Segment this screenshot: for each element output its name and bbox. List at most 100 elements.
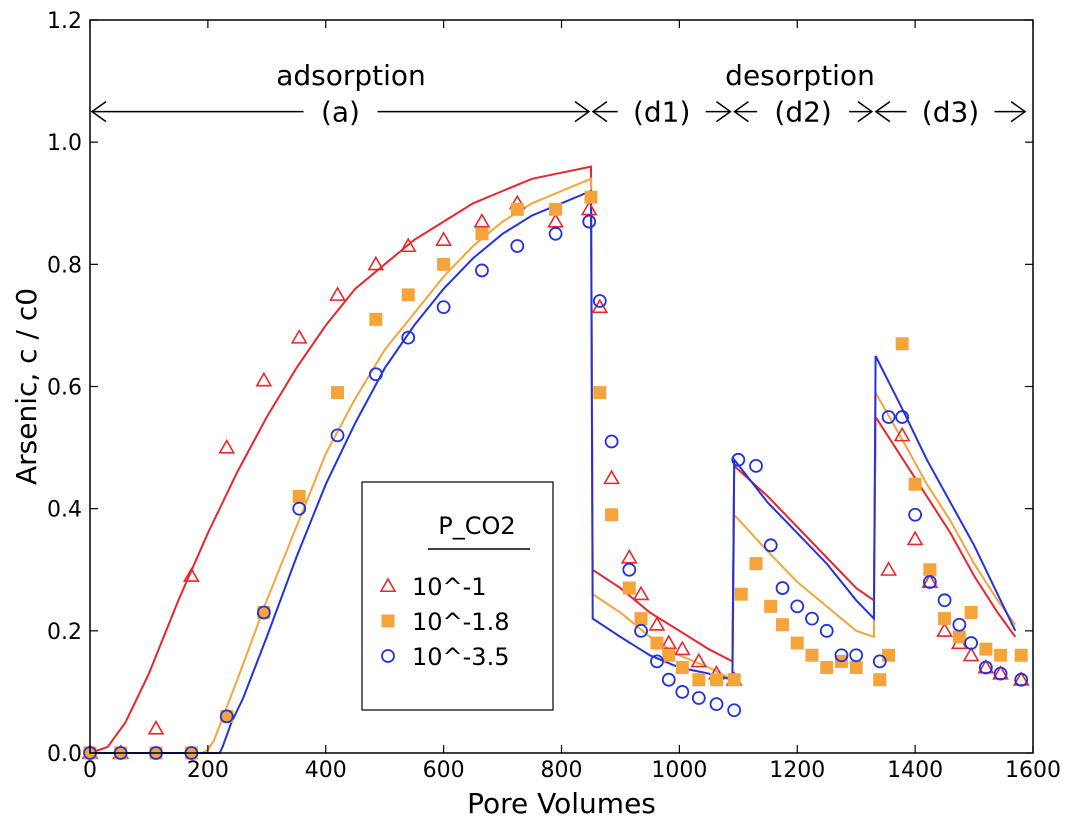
- data-point-s0-21: [673, 640, 691, 656]
- y-tick-label: 0.2: [47, 620, 82, 645]
- data-point-s1-17: [622, 581, 636, 595]
- data-point-s2-23: [709, 697, 724, 712]
- data-point-s0-5: [255, 371, 273, 387]
- data-point-s1-38: [923, 563, 937, 577]
- data-point-s0-16: [603, 469, 620, 485]
- x-tick-label: 200: [187, 758, 229, 783]
- data-point-s2-19: [650, 654, 664, 669]
- data-point-s1-4: [220, 709, 234, 723]
- data-point-s0-18: [632, 585, 650, 601]
- data-point-s1-16: [605, 508, 619, 522]
- x-tick-label: 1600: [1005, 758, 1061, 783]
- legend-marker-1: [381, 614, 395, 628]
- legend-box: [361, 481, 554, 711]
- data-point-s1-27: [764, 599, 778, 613]
- phase-label-desorption: desorption: [725, 59, 875, 92]
- data-point-s1-23: [710, 673, 724, 687]
- data-point-s1-12: [510, 202, 524, 216]
- data-point-s2-15: [592, 294, 607, 308]
- data-point-s2-38: [922, 575, 937, 589]
- data-point-s1-28: [776, 618, 790, 632]
- data-point-s1-22: [692, 673, 706, 687]
- data-point-s1-31: [820, 660, 834, 674]
- data-point-s1-10: [437, 257, 451, 271]
- data-point-s0-11: [473, 212, 491, 228]
- x-tick-label: 1200: [769, 758, 825, 783]
- data-point-s2-11: [475, 263, 489, 278]
- data-point-s2-39: [937, 593, 952, 608]
- segment-arrow-left-0: [90, 101, 107, 123]
- data-point-s2-43: [993, 666, 1008, 681]
- segment-arrow-right-0: [574, 101, 591, 123]
- data-point-s2-42: [978, 660, 993, 675]
- data-point-s1-24: [727, 673, 741, 687]
- data-point-s2-9: [401, 330, 416, 345]
- data-point-s2-12: [510, 239, 525, 253]
- data-point-s1-35: [882, 648, 896, 662]
- x-tick-label: 800: [541, 758, 583, 783]
- data-point-s1-7: [331, 386, 345, 400]
- data-point-s2-10: [436, 300, 451, 314]
- data-point-s1-25: [734, 587, 748, 601]
- data-point-s1-29: [790, 636, 804, 650]
- data-point-s1-44: [1014, 648, 1028, 662]
- legend-title: P_CO2: [438, 512, 515, 540]
- data-point-s0-6: [290, 329, 308, 344]
- data-point-s2-17: [622, 562, 637, 577]
- segment-arrow-left-3: [874, 101, 891, 123]
- data-point-s2-40: [952, 617, 967, 632]
- segment-arrow-left-2: [733, 101, 749, 123]
- fit-curve-2: [90, 189, 1017, 754]
- data-point-s0-22: [690, 652, 708, 668]
- phase-label-adsorption: adsorption: [276, 59, 426, 92]
- data-point-s2-14: [582, 214, 597, 229]
- data-point-s1-15: [593, 386, 607, 400]
- data-point-s0-20: [660, 634, 678, 650]
- data-point-s1-11: [475, 227, 489, 241]
- x-axis-title: Pore Volumes: [467, 787, 656, 818]
- y-tick-label: 0.4: [47, 498, 82, 523]
- data-point-s0-19: [648, 616, 666, 631]
- legend-marker-2: [381, 649, 395, 663]
- segment-label: (d2): [774, 96, 831, 129]
- data-point-s0-13: [547, 212, 564, 228]
- data-point-s2-30: [805, 611, 819, 626]
- data-point-s1-39: [938, 612, 952, 626]
- data-point-s0-10: [435, 231, 453, 246]
- data-point-s1-36: [895, 337, 909, 351]
- data-point-s0-27: [906, 530, 924, 546]
- data-point-s2-18: [634, 623, 648, 638]
- data-point-s0-2: [147, 719, 165, 735]
- data-point-s1-5: [257, 606, 271, 620]
- data-point-s1-21: [675, 660, 689, 674]
- data-point-s2-20: [661, 672, 676, 687]
- data-point-s2-24: [727, 703, 742, 718]
- data-point-s1-6: [292, 489, 306, 503]
- data-point-s0-9: [399, 237, 417, 253]
- data-point-s1-19: [650, 636, 664, 650]
- data-point-s1-37: [908, 477, 922, 491]
- x-tick-label: 400: [305, 758, 347, 783]
- data-point-s2-41: [964, 636, 979, 650]
- data-point-s2-22: [691, 691, 706, 705]
- data-point-s1-41: [964, 606, 978, 620]
- data-point-s1-9: [401, 288, 415, 302]
- x-tick-label: 600: [423, 758, 465, 783]
- data-point-s1-13: [549, 202, 563, 216]
- y-tick-label: 0.6: [47, 376, 82, 401]
- data-point-s0-17: [620, 548, 638, 564]
- data-point-s0-25: [880, 561, 897, 576]
- data-point-s1-33: [849, 660, 863, 674]
- y-tick-label: 1.2: [47, 9, 82, 34]
- data-point-s1-18: [634, 612, 648, 626]
- legend-entry-label: 10^-1.8: [412, 608, 509, 636]
- data-point-s0-4: [218, 438, 236, 454]
- data-point-s1-34: [873, 673, 887, 687]
- x-tick-label: 0: [83, 758, 97, 783]
- data-point-s2-28: [775, 581, 790, 595]
- data-point-s0-31: [962, 646, 980, 662]
- data-point-s1-40: [952, 630, 966, 644]
- data-point-s0-14: [580, 200, 598, 216]
- segment-arrow-left-1: [591, 101, 608, 123]
